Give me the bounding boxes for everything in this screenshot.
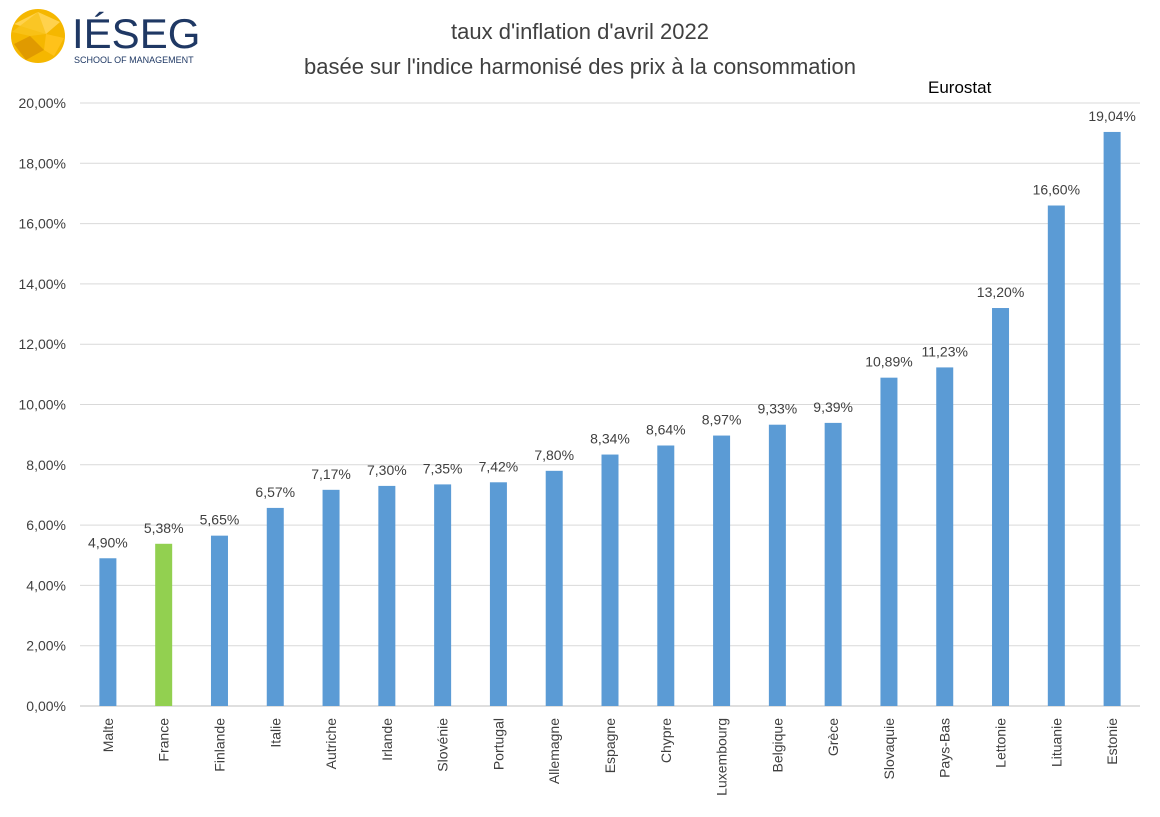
x-tick-label: Finlande bbox=[211, 718, 227, 772]
bar-estonie bbox=[1103, 131, 1121, 707]
x-tick-label: Luxembourg bbox=[714, 718, 730, 796]
bar-malte bbox=[99, 558, 117, 706]
bar-lettonie bbox=[992, 308, 1010, 706]
x-tick-label: Autriche bbox=[323, 718, 339, 770]
data-label: 9,39% bbox=[813, 399, 853, 415]
x-tick-label: Estonie bbox=[1104, 718, 1120, 765]
data-label: 7,35% bbox=[423, 460, 463, 476]
x-tick-label: Grèce bbox=[825, 718, 841, 756]
data-label: 7,80% bbox=[534, 447, 574, 463]
x-tick-label: France bbox=[156, 718, 172, 762]
x-tick-label: Chypre bbox=[658, 718, 674, 763]
bar-grèce bbox=[824, 422, 842, 706]
x-tick-label: Slovaquie bbox=[881, 718, 897, 780]
bar-chypre bbox=[657, 445, 675, 706]
bar-finlande bbox=[210, 535, 228, 706]
data-label: 13,20% bbox=[977, 284, 1024, 300]
x-tick-label: Pays-Bas bbox=[937, 718, 953, 778]
data-label: 5,65% bbox=[200, 512, 240, 528]
data-label: 8,97% bbox=[702, 412, 742, 428]
bar-pays-bas bbox=[936, 367, 954, 706]
x-tick-label: Irlande bbox=[379, 718, 395, 761]
bar-allemagne bbox=[545, 470, 563, 706]
data-label: 9,33% bbox=[758, 401, 798, 417]
data-label: 7,30% bbox=[367, 462, 407, 478]
bars bbox=[99, 131, 1121, 707]
x-axis-ticks: Malte France Finlande Italie Autriche Irlande… bbox=[100, 718, 1120, 796]
logo-tagline: SCHOOL OF MANAGEMENT bbox=[74, 55, 194, 65]
x-tick-label: Belgique bbox=[769, 718, 785, 773]
y-tick-label: 0,00% bbox=[26, 698, 66, 714]
data-label: 6,57% bbox=[255, 484, 295, 500]
bar-belgique bbox=[768, 424, 786, 706]
source-label: Eurostat bbox=[928, 78, 992, 97]
data-label: 16,60% bbox=[1033, 182, 1080, 198]
x-tick-label: Slovénie bbox=[435, 718, 451, 772]
y-tick-label: 14,00% bbox=[19, 276, 66, 292]
x-tick-label: Malte bbox=[100, 718, 116, 752]
y-tick-label: 10,00% bbox=[19, 397, 66, 413]
data-labels: 4,90% 5,38% 5,65% 6,57% 7,17% 7,30% 7,35% 7,42%… bbox=[88, 108, 1136, 550]
data-label: 4,90% bbox=[88, 534, 128, 550]
data-label: 11,23% bbox=[922, 343, 968, 359]
bar-autriche bbox=[322, 489, 340, 706]
bar-slovénie bbox=[434, 484, 452, 706]
data-label: 7,42% bbox=[479, 458, 519, 474]
ieseg-logo: IÉSEG SCHOOL OF MANAGEMENT bbox=[11, 9, 200, 65]
bar-espagne bbox=[601, 454, 619, 706]
bar-portugal bbox=[489, 482, 507, 706]
logo-sphere-icon bbox=[11, 9, 65, 63]
x-tick-label: Allemagne bbox=[546, 718, 562, 784]
data-label: 7,17% bbox=[311, 466, 351, 482]
x-tick-label: Lituanie bbox=[1048, 718, 1064, 767]
y-tick-label: 12,00% bbox=[19, 336, 66, 352]
chart-title: taux d'inflation d'avril 2022 bbox=[451, 19, 709, 44]
chart-title-block: taux d'inflation d'avril 2022 basée sur … bbox=[230, 18, 930, 82]
bar-irlande bbox=[378, 485, 396, 706]
data-label: 8,34% bbox=[590, 431, 630, 447]
y-tick-label: 16,00% bbox=[19, 216, 66, 232]
y-tick-label: 18,00% bbox=[19, 155, 66, 171]
data-label: 5,38% bbox=[144, 520, 184, 536]
x-tick-label: Espagne bbox=[602, 718, 618, 773]
y-tick-label: 8,00% bbox=[26, 457, 66, 473]
data-label: 8,64% bbox=[646, 422, 686, 438]
logo-wordmark: IÉSEG bbox=[72, 10, 200, 57]
bar-italie bbox=[266, 507, 284, 706]
y-tick-label: 4,00% bbox=[26, 577, 66, 593]
chart-subtitle: basée sur l'indice harmonisé des prix à … bbox=[303, 54, 857, 79]
data-label: 19,04% bbox=[1088, 108, 1135, 124]
x-tick-label: Lettonie bbox=[993, 718, 1009, 768]
y-tick-label: 6,00% bbox=[26, 517, 66, 533]
y-axis-ticks: 0,00% 2,00% 4,00% 6,00% 8,00% 10,00% 12,00% 14,… bbox=[19, 95, 66, 714]
bar-france bbox=[155, 543, 173, 706]
bar-lituanie bbox=[1047, 205, 1065, 706]
y-tick-label: 20,00% bbox=[19, 95, 66, 111]
bar-luxembourg bbox=[713, 435, 731, 706]
x-tick-label: Portugal bbox=[490, 718, 506, 770]
data-label: 10,89% bbox=[865, 354, 912, 370]
y-tick-label: 2,00% bbox=[26, 638, 66, 654]
x-tick-label: Italie bbox=[267, 718, 283, 748]
bar-slovaquie bbox=[880, 377, 898, 706]
